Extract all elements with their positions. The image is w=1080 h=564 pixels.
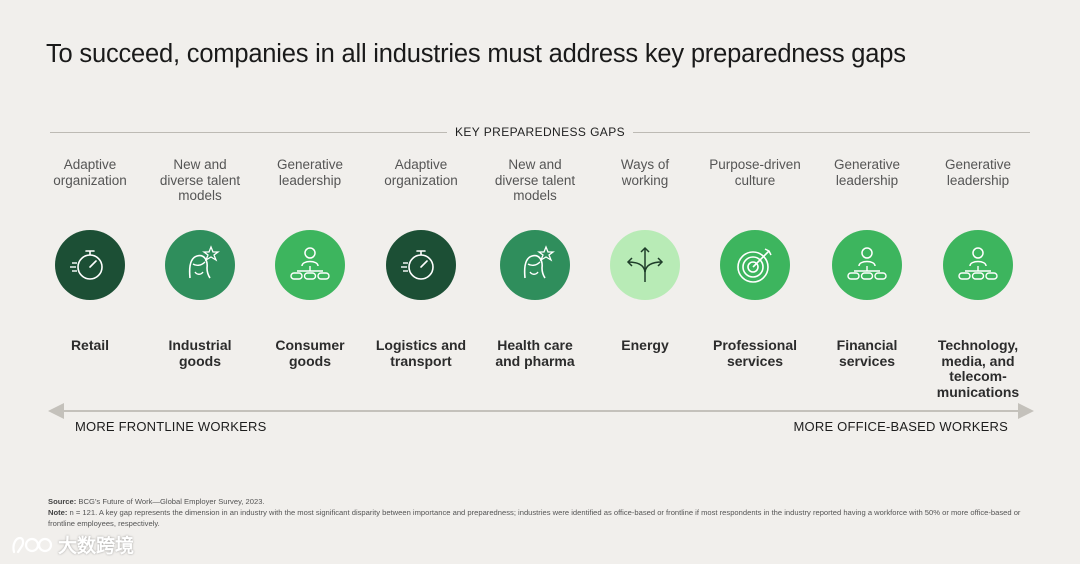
gap-icon-circle [500,230,570,300]
industry-label: Technology, media, and telecom- municati… [936,337,1020,400]
industry-column: Ways of working Energy [583,157,707,354]
industry-label: Consumer goods [275,337,345,369]
watermark-logo-icon [12,536,53,553]
industry-column: Adaptive organization Retail [28,157,152,354]
gap-label: Adaptive organization [53,157,127,188]
gap-icon-circle [386,230,456,300]
page-title: To succeed, companies in all industries … [46,40,906,68]
watermark-text: 大数跨境 [58,536,135,557]
gap-label: Purpose-driven culture [709,157,801,188]
stopwatch-icon [70,250,103,280]
source-text: BCG’s Future of Work—Global Employer Sur… [78,497,265,506]
industry-label: Health care and pharma [495,337,575,369]
key-gaps-header: KEY PREPAREDNESS GAPS [50,124,1031,140]
note-label: Note: [48,508,68,517]
axis-left-label: MORE FRONTLINE WORKERS [75,419,267,434]
industry-column: Adaptive organization Logistics and trans… [359,157,483,369]
gap-label: Adaptive organization [384,157,458,188]
industry-label: Professional services [712,337,798,369]
gap-icon-circle [165,230,235,300]
key-gaps-label: KEY PREPAREDNESS GAPS [455,125,626,139]
org-chart-icon [847,247,887,280]
gap-icon-circle [610,230,680,300]
industry-label: Energy [621,337,669,353]
org-chart-icon [958,247,998,280]
gap-label: Generative leadership [276,157,344,188]
person-star-icon [188,245,220,279]
gap-icon-circle [832,230,902,300]
source-line: Source: BCG’s Future of Work—Global Empl… [48,496,1038,507]
gap-label: Generative leadership [944,157,1012,188]
industry-column: New and diverse talent models Health care… [473,157,597,369]
industry-label: Financial services [836,337,898,369]
header-rule-left [50,131,447,133]
industry-label: Logistics and transport [375,337,467,369]
stopwatch-icon [401,250,434,280]
industry-column: Purpose-driven culture Professional servi… [693,157,817,369]
industry-label: Industrial goods [168,337,232,369]
gap-label: New and diverse talent models [494,157,576,203]
axis-right-label: MORE OFFICE-BASED WORKERS [793,419,1008,434]
org-chart-icon [290,247,330,280]
gap-label: New and diverse talent models [159,157,241,203]
person-star-icon [523,245,555,279]
note-line: Note: n = 121. A key gap represents the … [48,507,1038,529]
industry-label: Retail [70,337,110,353]
diverging-arrows-icon [626,246,664,282]
double-arrow-icon [48,403,1034,419]
footnotes: Source: BCG’s Future of Work—Global Empl… [48,496,1038,529]
gap-icon-circle [720,230,790,300]
header-rule-right [633,131,1031,133]
industry-column: New and diverse talent models Industrial … [138,157,262,369]
industry-column: Generative leadership Financial services [805,157,929,369]
gap-icon-circle [275,230,345,300]
target-icon [737,248,772,283]
industry-column: Generative leadership Consumer goods [248,157,372,369]
gap-label: Generative leadership [833,157,901,188]
note-text: n = 121. A key gap represents the dimens… [48,508,1021,528]
gap-label: Ways of working [620,157,670,188]
workforce-axis [46,402,1036,420]
source-label: Source: [48,497,77,506]
industry-column: Generative leadership Technology, media, … [916,157,1040,400]
gap-icon-circle [943,230,1013,300]
gap-icon-circle [55,230,125,300]
watermark: 大数跨境 [10,531,134,558]
